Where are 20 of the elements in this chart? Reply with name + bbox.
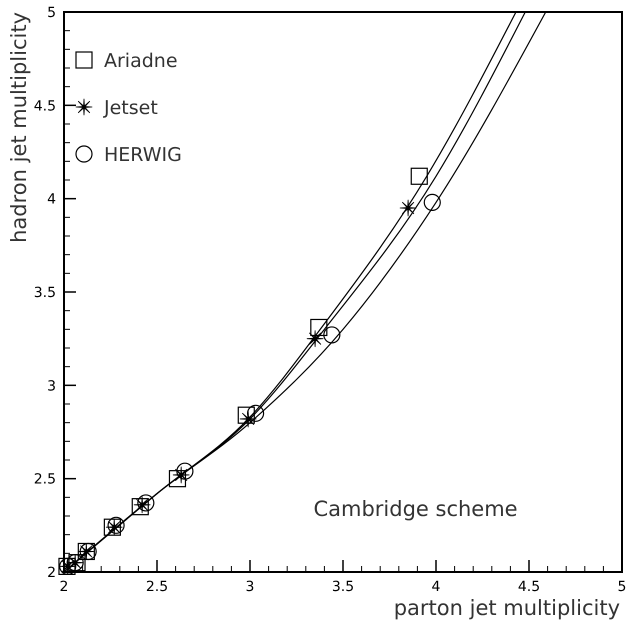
y-tick-label: 2 xyxy=(47,565,56,581)
legend-label: Ariadne xyxy=(104,50,178,72)
y-tick-label: 4.5 xyxy=(34,98,56,114)
legend-label: HERWIG xyxy=(104,144,182,166)
x-axis-title: parton jet multiplicity xyxy=(394,596,620,620)
y-tick-label: 2.5 xyxy=(34,472,56,488)
y-tick-label: 3.5 xyxy=(34,285,56,301)
x-tick-label: 3 xyxy=(246,579,254,595)
x-tick-label: 4.5 xyxy=(518,579,540,595)
x-tick-label: 3.5 xyxy=(332,579,354,595)
y-tick-label: 4 xyxy=(47,192,56,208)
y-tick-label: 5 xyxy=(47,5,56,21)
y-axis-title: hadron jet multiplicity xyxy=(7,12,31,243)
legend-label: Jetset xyxy=(103,97,158,119)
annotation: Cambridge scheme xyxy=(313,497,518,521)
x-tick-label: 2 xyxy=(60,579,68,595)
x-tick-label: 2.5 xyxy=(146,579,168,595)
x-tick-label: 4 xyxy=(432,579,441,595)
x-tick-label: 5 xyxy=(618,579,626,595)
y-tick-label: 3 xyxy=(47,378,56,394)
